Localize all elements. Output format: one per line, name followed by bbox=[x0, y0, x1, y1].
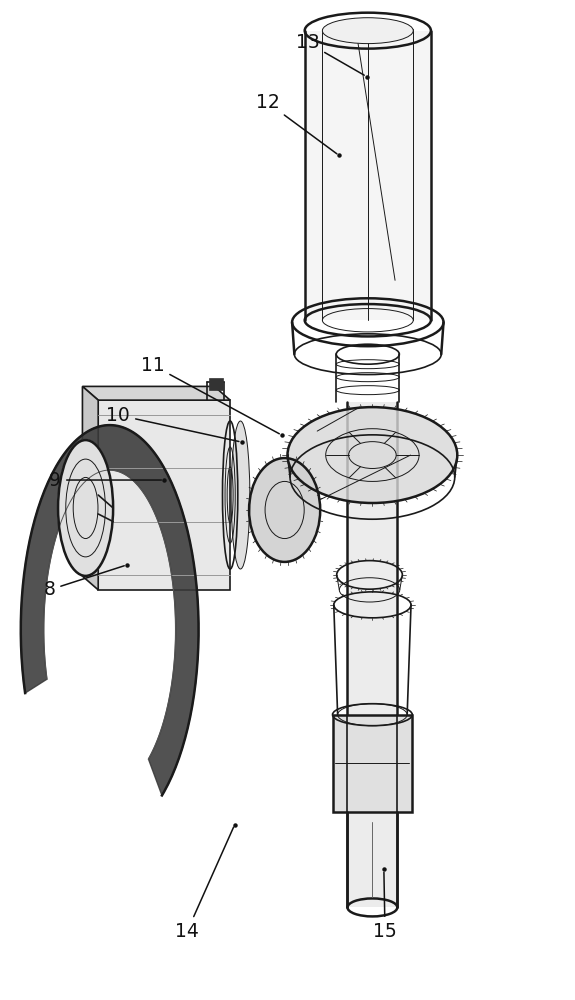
Text: 8: 8 bbox=[44, 566, 124, 599]
Text: 12: 12 bbox=[255, 93, 337, 154]
Text: 10: 10 bbox=[106, 406, 239, 441]
Polygon shape bbox=[58, 440, 113, 576]
Text: 14: 14 bbox=[175, 827, 233, 941]
Polygon shape bbox=[332, 715, 412, 812]
Ellipse shape bbox=[231, 421, 250, 569]
Text: 11: 11 bbox=[141, 356, 279, 434]
Text: 15: 15 bbox=[373, 872, 397, 941]
Polygon shape bbox=[347, 402, 397, 907]
Polygon shape bbox=[288, 407, 457, 503]
Polygon shape bbox=[82, 386, 230, 400]
Ellipse shape bbox=[323, 18, 413, 44]
Polygon shape bbox=[305, 31, 431, 320]
Text: 13: 13 bbox=[296, 33, 364, 75]
Polygon shape bbox=[249, 458, 320, 562]
Polygon shape bbox=[82, 386, 98, 590]
Polygon shape bbox=[98, 400, 230, 590]
Polygon shape bbox=[21, 425, 198, 795]
Text: 9: 9 bbox=[49, 471, 162, 490]
Polygon shape bbox=[209, 378, 223, 390]
